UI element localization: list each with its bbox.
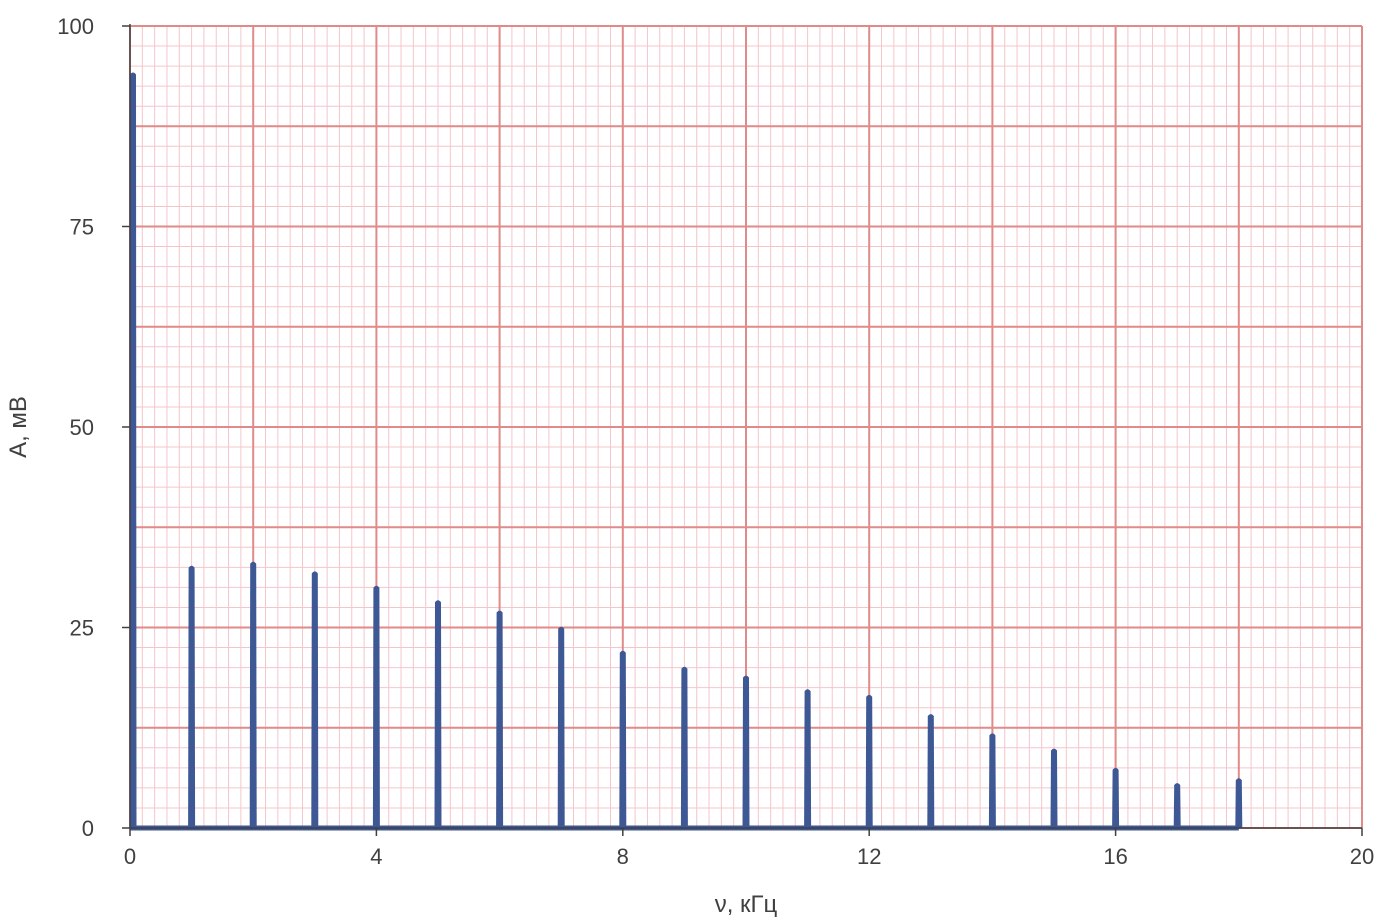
spectral-bar [1235,778,1243,828]
y-tick-label: 100 [57,14,94,39]
x-tick-label: 0 [124,844,136,869]
x-tick-label: 20 [1350,844,1374,869]
spectral-bar [680,666,688,828]
spectral-bar [129,72,137,829]
spectral-bar [372,585,380,828]
spectral-bar [311,571,319,828]
y-tick-label: 75 [70,215,94,240]
spectral-bar [249,561,257,828]
x-tick-label: 8 [617,844,629,869]
spectral-bar [496,610,504,828]
axes [122,24,1363,836]
x-axis-title: ν, кГц [715,891,778,918]
spectral-bar [188,565,196,828]
tick-labels: 0 25 50 75 100 0 4 8 12 16 20 [57,14,1374,869]
y-tick-label: 0 [82,816,94,841]
spectral-bar [1173,783,1181,828]
spectral-bar [1112,767,1120,828]
spectral-bar [804,689,812,828]
spectral-bar [619,650,627,828]
x-tick-label: 16 [1103,844,1127,869]
x-tick-label: 4 [370,844,382,869]
spectral-bar [434,600,442,828]
spectral-bar [1050,748,1058,828]
y-axis-title: А, мВ [5,396,32,458]
x-tick-label: 12 [857,844,881,869]
y-tick-label: 25 [70,616,94,641]
spectral-bar [927,714,935,828]
spectral-bar [865,694,873,828]
y-tick-label: 50 [70,415,94,440]
spectral-bar [557,626,565,828]
spectral-bar [988,733,996,828]
spectral-bar [742,675,750,828]
